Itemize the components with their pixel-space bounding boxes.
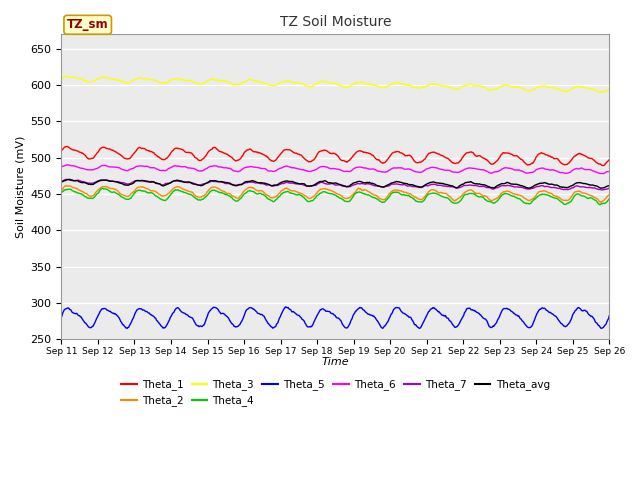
Theta_4 xyxy=(240,192,248,198)
Theta_6 xyxy=(63,162,71,168)
Line: Theta_4: Theta_4 xyxy=(61,188,609,205)
Theta_1 xyxy=(63,144,71,149)
Theta_3 xyxy=(605,86,613,92)
Theta_1 xyxy=(605,156,613,162)
Theta_1 xyxy=(163,156,171,161)
Theta_avg xyxy=(492,184,500,190)
Line: Theta_3: Theta_3 xyxy=(61,76,609,92)
Theta_5 xyxy=(58,314,65,320)
Theta_1 xyxy=(379,160,387,166)
Theta_5 xyxy=(408,317,415,323)
Theta_7 xyxy=(163,180,171,186)
Theta_4 xyxy=(99,185,106,191)
X-axis label: Time: Time xyxy=(321,358,349,367)
Theta_avg xyxy=(66,177,74,182)
Theta_1 xyxy=(407,154,415,159)
Theta_5 xyxy=(380,325,387,331)
Line: Theta_7: Theta_7 xyxy=(61,180,609,190)
Theta_1 xyxy=(600,163,607,168)
Theta_3 xyxy=(163,80,171,85)
Theta_1 xyxy=(492,159,500,165)
Theta_6 xyxy=(605,168,613,174)
Theta_6 xyxy=(163,167,171,173)
Theta_4 xyxy=(492,199,500,205)
Theta_2 xyxy=(58,188,65,194)
Y-axis label: Soil Moisture (mV): Soil Moisture (mV) xyxy=(15,136,25,238)
Theta_7 xyxy=(58,179,65,185)
Line: Theta_6: Theta_6 xyxy=(61,165,609,174)
Theta_2 xyxy=(163,192,171,198)
Theta_6 xyxy=(58,164,65,170)
Theta_5 xyxy=(304,324,312,330)
Theta_5 xyxy=(124,325,131,331)
Theta_4 xyxy=(58,190,65,195)
Theta_7 xyxy=(303,183,311,189)
Theta_4 xyxy=(163,197,171,203)
Theta_7 xyxy=(492,185,500,191)
Theta_6 xyxy=(407,167,415,173)
Theta_5 xyxy=(282,304,289,310)
Line: Theta_1: Theta_1 xyxy=(61,146,609,166)
Theta_3 xyxy=(303,83,311,89)
Theta_2 xyxy=(240,189,248,194)
Theta_3 xyxy=(597,89,605,95)
Theta_1 xyxy=(58,148,65,154)
Line: Theta_avg: Theta_avg xyxy=(61,180,609,188)
Theta_2 xyxy=(303,194,311,200)
Theta_2 xyxy=(605,192,613,198)
Theta_avg xyxy=(240,180,248,186)
Theta_7 xyxy=(597,187,605,193)
Theta_3 xyxy=(58,75,65,81)
Theta_1 xyxy=(303,158,311,164)
Line: Theta_5: Theta_5 xyxy=(61,307,609,328)
Theta_avg xyxy=(303,183,311,189)
Legend: Theta_1, Theta_2, Theta_3, Theta_4, Theta_5, Theta_6, Theta_7, Theta_avg: Theta_1, Theta_2, Theta_3, Theta_4, Thet… xyxy=(116,375,554,410)
Theta_7 xyxy=(63,177,70,182)
Theta_4 xyxy=(605,196,613,202)
Theta_3 xyxy=(492,86,500,92)
Theta_3 xyxy=(63,73,70,79)
Theta_7 xyxy=(379,184,387,190)
Theta_avg xyxy=(163,181,171,187)
Theta_avg xyxy=(58,179,65,185)
Theta_5 xyxy=(163,322,171,328)
Theta_avg xyxy=(407,182,415,188)
Theta_5 xyxy=(605,313,613,319)
Theta_3 xyxy=(379,84,387,90)
Theta_avg xyxy=(379,184,387,190)
Theta_1 xyxy=(240,151,248,157)
Theta_5 xyxy=(493,320,500,325)
Theta_2 xyxy=(407,192,415,197)
Theta_2 xyxy=(379,197,387,203)
Theta_avg xyxy=(524,185,532,191)
Text: TZ_sm: TZ_sm xyxy=(67,18,109,31)
Theta_4 xyxy=(303,198,311,204)
Theta_6 xyxy=(492,169,500,175)
Theta_4 xyxy=(596,202,604,208)
Theta_6 xyxy=(240,166,248,171)
Theta_avg xyxy=(605,182,613,188)
Theta_2 xyxy=(597,200,605,205)
Theta_4 xyxy=(407,194,415,200)
Theta_7 xyxy=(407,183,415,189)
Theta_4 xyxy=(379,200,387,205)
Theta_7 xyxy=(240,181,248,187)
Theta_5 xyxy=(240,314,248,320)
Line: Theta_2: Theta_2 xyxy=(61,185,609,203)
Theta_6 xyxy=(600,171,607,177)
Theta_2 xyxy=(492,196,500,202)
Theta_6 xyxy=(303,168,311,174)
Theta_6 xyxy=(379,169,387,175)
Theta_3 xyxy=(407,83,415,89)
Theta_3 xyxy=(240,79,248,85)
Title: TZ Soil Moisture: TZ Soil Moisture xyxy=(280,15,391,29)
Theta_2 xyxy=(63,182,70,188)
Theta_7 xyxy=(605,185,613,191)
